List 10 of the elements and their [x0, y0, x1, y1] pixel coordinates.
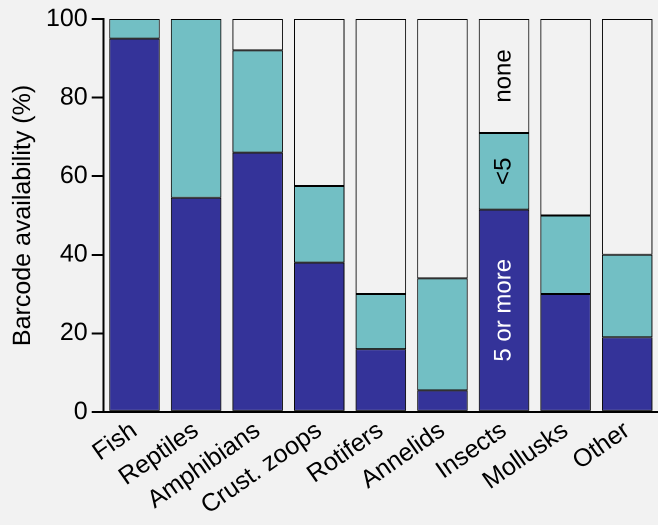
series-label: none [490, 49, 517, 103]
y-tick-label: 80 [60, 82, 88, 110]
y-tick-label: 100 [46, 4, 88, 32]
y-tick-label: 40 [60, 240, 88, 268]
series-label: 5 or more [490, 258, 517, 362]
y-tick-label: 0 [74, 396, 88, 425]
y-axis-title: Barcode availability (%) [8, 84, 36, 346]
y-tick-label: 60 [60, 161, 88, 190]
y-tick-label: 20 [60, 318, 88, 346]
series-label: <5 [490, 158, 517, 185]
